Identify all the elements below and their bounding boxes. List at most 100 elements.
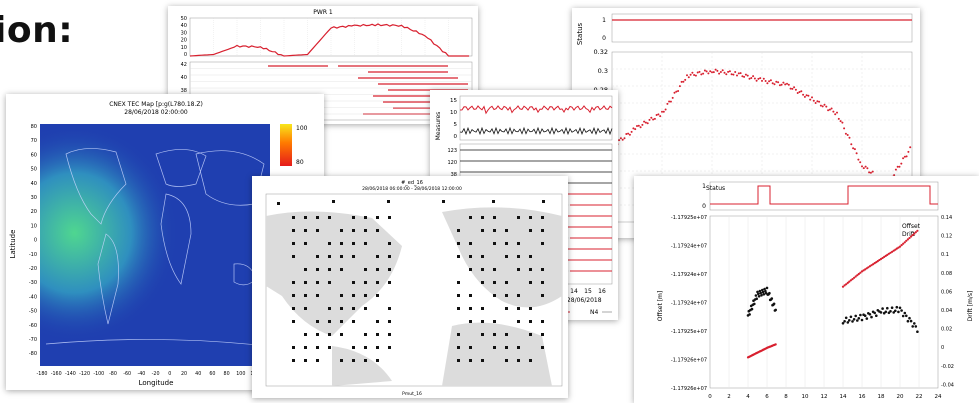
offset-point [859,313,862,317]
tec-map: CNEX TEC Map [p:g(L780.18.Z) 28/06/2018 … [9,101,308,387]
station-marker [304,359,307,362]
drift-point [732,73,735,76]
station-marker [388,281,391,284]
offset-point [753,302,756,306]
drift-point [900,162,903,165]
drift-point [696,71,699,74]
offset-point [849,279,852,282]
drift-point [830,107,833,110]
offset-point [860,270,864,273]
drift-point [630,130,633,133]
offset-legend-offset: Offset [902,223,921,230]
pwr-series-line [189,23,470,57]
offset-point [900,244,903,247]
offset-point [848,280,851,283]
tec-colorbar-tick: 100 [296,125,308,132]
drift-point [902,157,905,160]
station-marker [376,346,379,349]
station-marker [352,294,355,297]
drift-point [802,93,805,96]
offset-point [862,269,865,272]
station-subtitle: 28/06/2018 06:00:00 - 28/06/2018 12:00:0… [362,186,462,192]
drift-point [746,74,749,77]
tec-lat-tick-label: -10 [29,252,37,258]
station-marker [364,346,367,349]
drift-point [639,126,642,129]
drift-point [852,147,855,150]
drift-point [705,70,708,73]
drift-point [723,71,726,74]
station-marker [493,281,496,284]
drift-point [855,152,858,155]
offset-point [913,322,916,325]
station-marker [304,268,307,271]
tec-lat-tick-label: 60 [31,152,37,158]
offset-point [759,291,762,295]
station-marker [457,281,460,284]
station-marker [529,320,532,323]
station-marker [316,229,319,232]
drift-point [850,143,853,146]
drift-point [703,69,706,72]
offset-point [853,276,856,279]
drift-y-tick-label: 0.3 [598,67,608,75]
drift-point [811,96,813,99]
pwr-y-tick-label: 20 [181,38,187,44]
tec-lon-tick-label: -120 [79,371,90,377]
pwr-y-tick-label: 0 [184,52,187,58]
drift-point [812,99,815,102]
offset-point [860,318,864,322]
drift-point [677,90,680,92]
offset-point [897,310,900,314]
drift-point [773,83,776,86]
station-marker [376,359,379,362]
station-marker [364,333,367,336]
station-marker [481,307,484,310]
station-marker [529,333,532,336]
drift-point [753,77,756,80]
offset-point [868,313,872,316]
offset-point [905,239,908,242]
station-marker [364,307,367,310]
pwr-sat-tick-label: 40 [181,75,187,81]
station-marker [388,307,391,310]
station-marker [388,320,391,323]
drift-point [862,167,865,170]
offset-point [761,288,764,292]
drift-point [839,120,842,123]
station-marker [442,200,445,203]
offset-right-tick-label: 0.12 [941,234,952,240]
drift-point [709,70,712,73]
station-marker [457,307,460,310]
offset-point [911,325,914,328]
offset-point [914,325,918,328]
station-marker [388,333,391,336]
measures-y-tick-label: 5 [454,122,458,128]
station-marker [505,294,508,297]
offset-point [875,314,878,317]
station-marker [493,320,496,323]
offset-point [762,293,766,296]
offset-point [898,306,902,310]
station-marker [505,346,508,349]
drift-point [714,68,717,71]
drift-point [632,127,635,130]
drift-point [805,94,808,97]
measures-xlabel: ours since 28/06/2018 [534,297,601,304]
offset-chart: Status 1 0 -1.17925e+07-1.17924e+07-1.17… [657,181,974,400]
drift-point [752,75,755,78]
station-marker [364,359,367,362]
station-marker [292,294,295,297]
offset-point [857,317,861,320]
offset-left-tick-label: -1.17924e+07 [671,272,707,278]
drift-point [764,80,767,82]
station-marker [340,268,343,271]
station-marker [340,359,343,362]
offset-point [843,320,846,323]
measures-y-ticks: 15 10 5 0 [450,98,458,140]
drift-point [778,84,781,87]
station-marker [316,268,319,271]
drift-point [700,73,703,76]
station-marker [304,242,307,245]
offset-point [849,315,853,319]
